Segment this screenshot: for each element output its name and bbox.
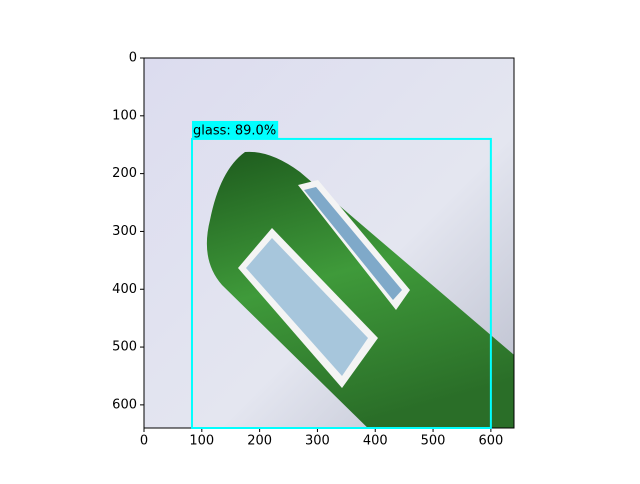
y-tick-label: 200 [112, 166, 137, 181]
x-tick-label: 500 [421, 434, 446, 449]
x-tick-label: 600 [478, 434, 503, 449]
label-background [191, 120, 279, 139]
x-tick-label: 200 [247, 434, 272, 449]
y-tick-label: 400 [112, 282, 137, 297]
y-tick-label: 0 [129, 51, 137, 66]
y-tick-label: 100 [112, 108, 137, 123]
x-tick-label: 300 [305, 434, 330, 449]
photo [144, 58, 514, 428]
x-tick-label: 0 [140, 434, 148, 449]
detection-box [190, 137, 492, 429]
y-tick-label: 500 [112, 340, 137, 355]
y-tick-label: 600 [112, 397, 137, 412]
y-tick-label: 300 [112, 224, 137, 239]
x-tick-label: 400 [363, 434, 388, 449]
detection-label: glass: 89.0% [193, 123, 276, 138]
x-tick-label: 100 [189, 434, 214, 449]
